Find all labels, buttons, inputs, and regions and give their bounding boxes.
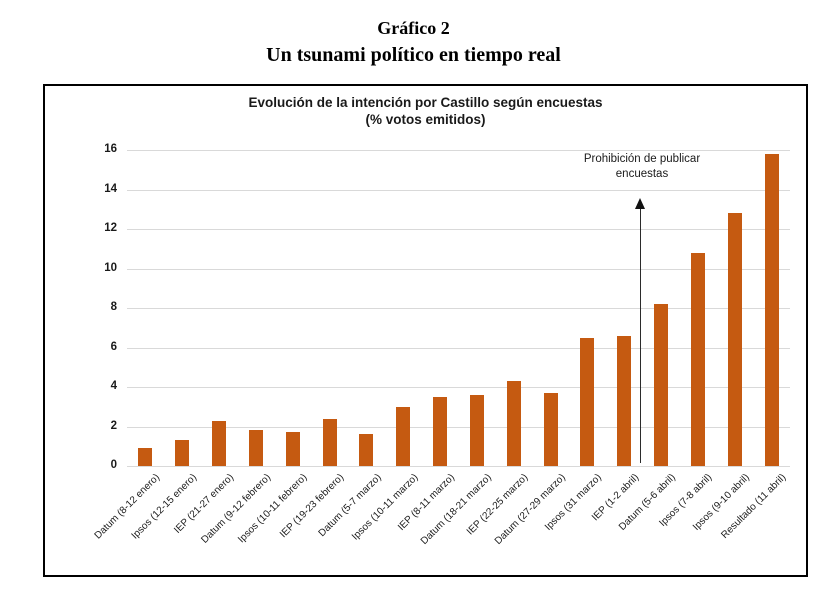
y-axis-tick-label: 2 [110, 419, 117, 432]
annotation-arrow-line-icon [640, 209, 641, 463]
bar [175, 440, 190, 466]
gridline [127, 189, 790, 191]
bar [359, 434, 374, 466]
gridline [127, 347, 790, 349]
document-kicker: Gráfico 2 [377, 18, 450, 38]
gridline [127, 387, 790, 388]
annotation-arrow-up-icon [635, 198, 645, 209]
gridline [127, 268, 790, 270]
bar [469, 394, 484, 466]
y-axis-tick-label: 4 [110, 380, 117, 392]
bar [727, 213, 742, 466]
bar [138, 448, 153, 466]
chart-subtitle: (% votos emitidos) [365, 112, 486, 127]
gridline [127, 466, 790, 467]
bar [212, 420, 227, 466]
bar [322, 418, 337, 466]
y-axis-tick-label: 16 [104, 143, 117, 155]
bar [764, 153, 779, 466]
bar [617, 335, 632, 466]
y-axis-tick-label: 14 [104, 182, 117, 195]
y-axis-tick-label: 0 [110, 459, 117, 471]
annotation-label: Prohibición de publicar encuestas [583, 153, 701, 180]
gridline [127, 150, 790, 151]
document-title: Un tsunami político en tiempo real [266, 44, 561, 66]
chart-title: Evolución de la intención por Castillo s… [248, 95, 603, 110]
bar [433, 396, 448, 466]
bar [543, 392, 558, 466]
gridline [127, 229, 790, 230]
bar [690, 252, 705, 466]
y-axis-tick-label: 12 [104, 222, 117, 234]
y-axis-tick-label: 8 [110, 301, 117, 313]
y-axis-tick-label: 6 [110, 340, 117, 353]
bar [248, 430, 263, 466]
bar [285, 432, 300, 466]
bar [506, 381, 521, 466]
bar [580, 337, 595, 466]
bar [654, 304, 669, 466]
chart-frame [43, 84, 808, 577]
y-axis-tick-label: 10 [104, 261, 117, 274]
gridline [127, 426, 790, 428]
bar [396, 406, 411, 466]
gridline [127, 308, 790, 309]
